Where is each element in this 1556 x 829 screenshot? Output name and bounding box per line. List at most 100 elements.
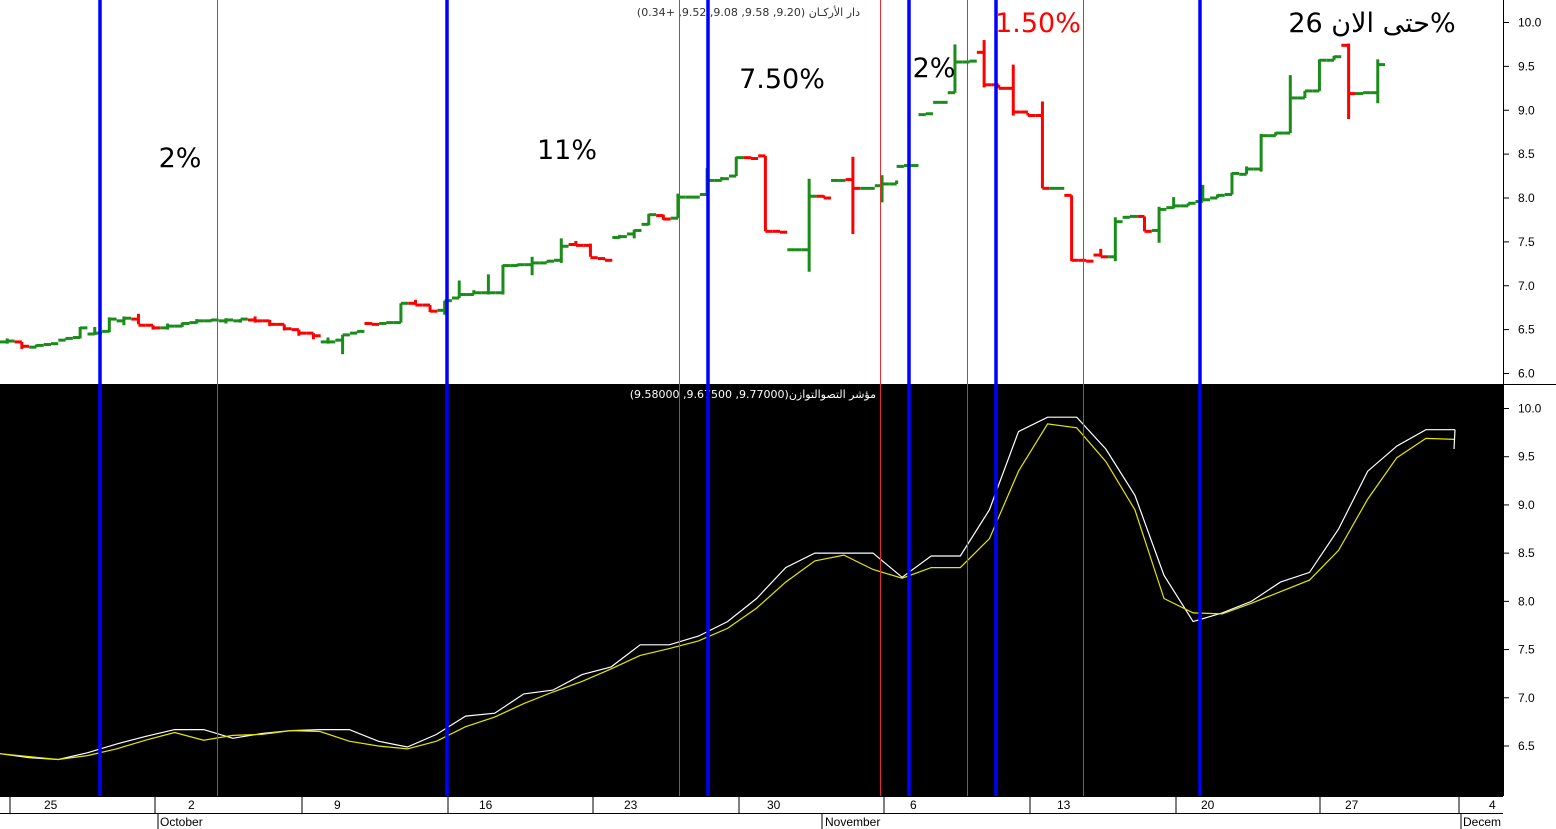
ohlc-bar bbox=[1268, 131, 1283, 138]
ohlc-bar bbox=[481, 274, 496, 295]
indicator-panel: مؤشر التصوالتوازن(9.77000, 9.67500, 9.58… bbox=[0, 384, 1503, 796]
ohlc-bar bbox=[1122, 214, 1138, 219]
ohlc-bar bbox=[1078, 258, 1094, 263]
x-day-label: 16 bbox=[479, 798, 493, 812]
y-ticks-lower: 10.0 9.5 9.0 8.5 8.0 7.5 7.0 6.5 bbox=[1503, 402, 1542, 753]
indicator-series-line bbox=[0, 416, 1455, 761]
ohlc-bar bbox=[204, 318, 219, 323]
ohlc-bar bbox=[58, 336, 73, 342]
ohlc-bar bbox=[962, 59, 977, 64]
ohlc-bar bbox=[0, 338, 15, 344]
x-day-label: 27 bbox=[1345, 798, 1359, 812]
ohlc-bar bbox=[626, 228, 642, 239]
ohlc-bar bbox=[918, 112, 934, 117]
annotation-label: 11% bbox=[537, 135, 597, 166]
ohlc-bar bbox=[714, 176, 729, 182]
price-panel-header: دار الأركـان (9.20, 9.58, 9.08, 9.52, +0… bbox=[637, 5, 860, 19]
ohlc-bar bbox=[277, 322, 292, 331]
x-month-label: October bbox=[160, 815, 203, 829]
x-day-label: 13 bbox=[1057, 798, 1071, 812]
ohlc-bar bbox=[320, 337, 336, 344]
ohlc-bar bbox=[510, 263, 525, 268]
indicator-panel-background bbox=[0, 384, 1503, 796]
x-day-label: 23 bbox=[624, 798, 638, 812]
annotation-label: 2% bbox=[913, 53, 956, 84]
ohlc-bar bbox=[1370, 59, 1386, 104]
ohlc-bar bbox=[349, 329, 365, 335]
ohlc-bar bbox=[1006, 64, 1021, 116]
y-tick-label: 7.5 bbox=[1518, 235, 1535, 249]
ohlc-bar bbox=[539, 259, 554, 265]
ohlc-bar bbox=[218, 318, 234, 324]
ohlc-bar bbox=[408, 299, 423, 307]
ohlc-bar bbox=[1035, 101, 1050, 190]
ohlc-bar bbox=[14, 340, 30, 349]
ohlc-bar bbox=[422, 303, 438, 313]
y-tick-label: 6.5 bbox=[1518, 323, 1535, 337]
ohlc-bar bbox=[1108, 217, 1123, 262]
ohlc-bar bbox=[1210, 193, 1225, 200]
ohlc-bar bbox=[787, 248, 802, 252]
x-day-label: 6 bbox=[910, 798, 917, 812]
y-tick-label: 8.5 bbox=[1518, 147, 1535, 161]
indicator-series-line bbox=[0, 423, 1456, 761]
annotation-label: حتى الان 26% bbox=[1288, 8, 1455, 39]
indicator-panel-header: مؤشر التصوالتوازن(9.77000, 9.67500, 9.58… bbox=[630, 388, 876, 401]
ohlc-bar bbox=[145, 323, 161, 330]
y-tick-label: 9.5 bbox=[1518, 59, 1535, 73]
y-tick-label: 8.0 bbox=[1518, 594, 1535, 608]
ohlc-bar bbox=[860, 186, 875, 190]
y-tick-label: 6.0 bbox=[1518, 367, 1535, 381]
x-month-label: November bbox=[825, 815, 880, 829]
ohlc-bar bbox=[524, 256, 540, 276]
right-axis: 10.0 9.5 9.0 8.5 8.0 7.5 7.0 6.5 6.0 10.0 9.5 9.0 8… bbox=[1503, 0, 1556, 829]
ohlc-bar bbox=[568, 240, 584, 247]
ohlc-bar bbox=[889, 164, 904, 186]
x-day-label: 25 bbox=[44, 798, 58, 812]
ohlc-bar bbox=[1253, 133, 1269, 172]
ohlc-bar bbox=[1093, 248, 1108, 259]
x-axis: 25 2 9 16 23 30 6 13 20 27 4 October November Decem bbox=[0, 796, 1556, 829]
ohlc-bar bbox=[1180, 201, 1196, 208]
ohlc-bar bbox=[160, 323, 175, 330]
ohlc-bar bbox=[947, 44, 963, 95]
ohlc-bar bbox=[364, 321, 379, 326]
ohlc-bar bbox=[1151, 206, 1167, 243]
ohlc-bar bbox=[1166, 197, 1181, 210]
x-day-label: 30 bbox=[767, 798, 781, 812]
ohlc-bar bbox=[466, 290, 482, 297]
ohlc-bar bbox=[831, 178, 846, 182]
ohlc-bar bbox=[612, 234, 627, 239]
ohlc-bar bbox=[1137, 214, 1152, 233]
ohlc-bar bbox=[1064, 193, 1079, 262]
ohlc-bar bbox=[306, 331, 321, 340]
ohlc-bar bbox=[1312, 58, 1327, 93]
ohlc-bar bbox=[189, 319, 205, 325]
ohlc-bar bbox=[262, 319, 277, 327]
x-day-label: 9 bbox=[334, 798, 341, 812]
ohlc-bar bbox=[131, 313, 146, 327]
annotation-label: 7.50% bbox=[739, 64, 825, 95]
ohlc-bar bbox=[641, 213, 657, 226]
x-ticks: 25 2 9 16 23 30 6 13 20 27 4 October November Decem bbox=[9, 796, 1501, 829]
ohlc-bar bbox=[72, 326, 88, 340]
ohlc-bar bbox=[845, 156, 861, 234]
annotation-label: 1.50% bbox=[995, 8, 1081, 39]
ohlc-bar bbox=[729, 156, 744, 178]
y-tick-label: 9.5 bbox=[1518, 450, 1535, 464]
ohlc-bar bbox=[495, 264, 511, 295]
ohlc-bar bbox=[116, 316, 132, 326]
ohlc-bar bbox=[1297, 89, 1313, 100]
ohlc-bar bbox=[656, 214, 671, 221]
x-day-label: 4 bbox=[1489, 798, 1496, 812]
ohlc-bar bbox=[335, 333, 350, 355]
y-tick-label: 7.0 bbox=[1518, 279, 1535, 293]
ohlc-bar bbox=[1224, 171, 1240, 196]
ohlc-bar bbox=[174, 321, 190, 328]
price-panel-background bbox=[0, 0, 1503, 384]
x-axis-background bbox=[0, 796, 1556, 829]
x-day-label: 2 bbox=[188, 798, 195, 812]
annotations: 2% 11% 7.50% 2% 1.50% حتى الان 26% bbox=[159, 8, 1456, 174]
ohlc-bar bbox=[233, 317, 248, 323]
